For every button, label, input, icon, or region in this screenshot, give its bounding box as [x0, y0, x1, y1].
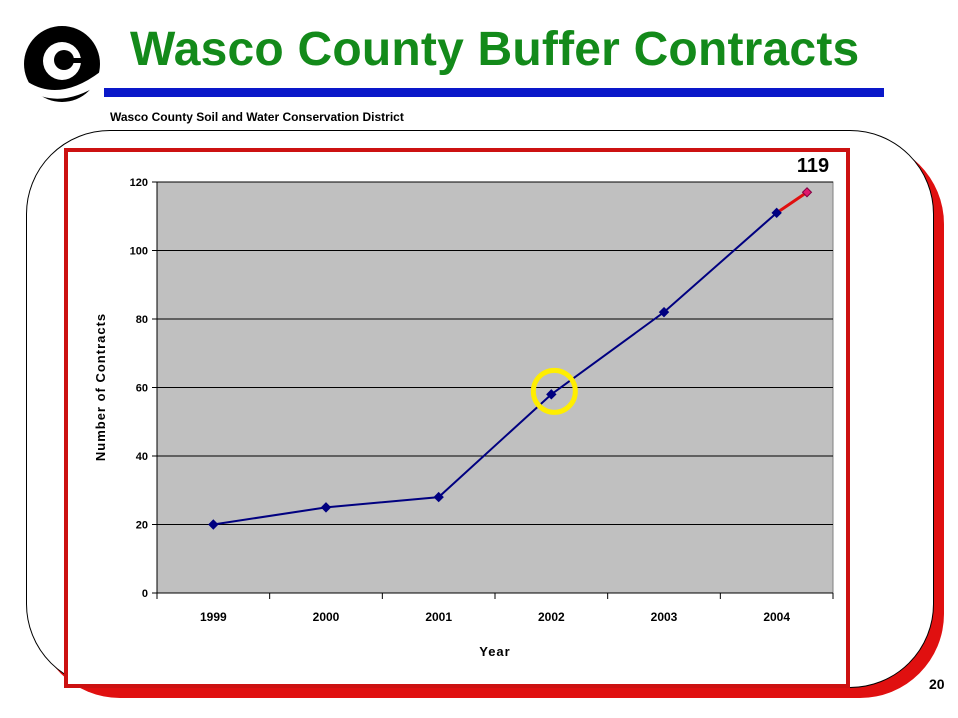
- x-tick-label: 2004: [763, 610, 790, 624]
- x-tick-label: 1999: [200, 610, 227, 624]
- slide-subtitle: Wasco County Soil and Water Conservation…: [110, 110, 404, 124]
- y-axis-title: Number of Contracts: [93, 313, 108, 461]
- page-number: 20: [929, 676, 945, 692]
- projection-label: 119: [797, 155, 829, 177]
- series-line: [213, 212, 778, 526]
- y-tick-label: 20: [136, 520, 148, 532]
- x-tick-label: 2000: [313, 610, 340, 624]
- district-logo: [24, 26, 100, 102]
- data-point: [771, 207, 782, 219]
- data-point: [208, 519, 219, 530]
- projection-line: [775, 191, 808, 215]
- y-tick-label: 80: [136, 314, 148, 326]
- data-point: [658, 306, 670, 318]
- x-tick-label: 2002: [538, 610, 565, 624]
- y-tick-label: 100: [130, 246, 148, 258]
- y-tick-label: 60: [136, 383, 148, 395]
- y-tick-label: 0: [142, 588, 148, 600]
- slide-title: Wasco County Buffer Contracts: [130, 23, 860, 76]
- projection-point: [801, 187, 813, 198]
- data-point: [433, 491, 444, 503]
- y-tick-label: 40: [136, 451, 148, 463]
- y-tick-label: 120: [130, 177, 148, 189]
- x-tick-label: 2001: [425, 610, 452, 624]
- data-point: [320, 502, 332, 513]
- title-underline: [104, 88, 884, 97]
- x-tick-label: 2003: [651, 610, 678, 624]
- data-point: [546, 389, 557, 400]
- highlight-circle: [530, 367, 578, 415]
- x-axis-title: Year: [479, 644, 510, 659]
